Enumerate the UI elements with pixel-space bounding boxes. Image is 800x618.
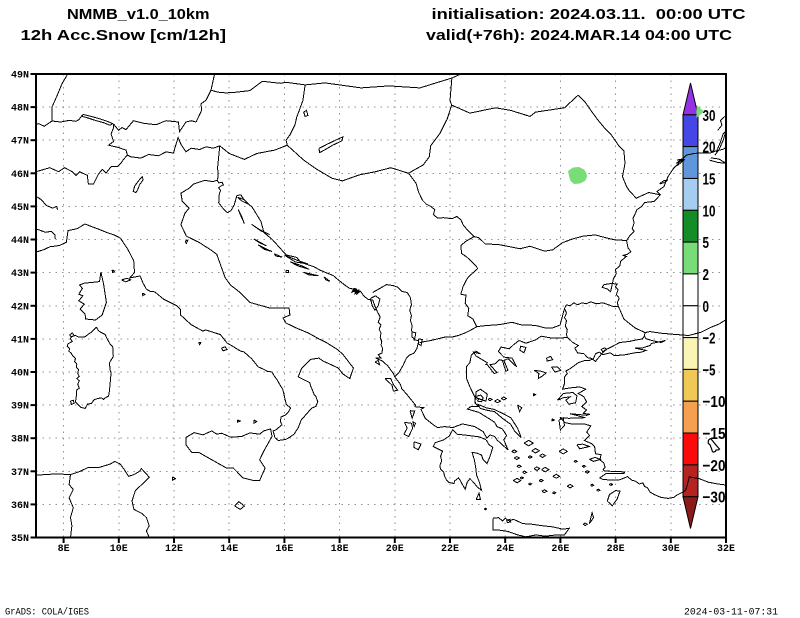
svg-text:43N: 43N: [11, 269, 29, 280]
svg-text:32E: 32E: [717, 544, 735, 555]
svg-text:GrADS: COLA/IGES: GrADS: COLA/IGES: [5, 607, 89, 618]
svg-text:38N: 38N: [11, 435, 29, 446]
svg-text:30: 30: [703, 108, 716, 125]
svg-text:5: 5: [703, 235, 710, 252]
svg-text:2024-03-11-07:31: 2024-03-11-07:31: [684, 608, 778, 618]
svg-text:39N: 39N: [11, 402, 29, 413]
svg-text:49N: 49N: [11, 71, 29, 82]
svg-text:20E: 20E: [386, 544, 404, 555]
svg-text:valid(+76h): 2024.MAR.14 04:00: valid(+76h): 2024.MAR.14 04:00 UTC: [426, 27, 732, 44]
svg-text:45N: 45N: [11, 203, 29, 214]
svg-text:−30: −30: [703, 490, 726, 507]
svg-text:10: 10: [703, 203, 716, 220]
svg-text:46N: 46N: [11, 170, 29, 181]
svg-text:44N: 44N: [11, 236, 29, 247]
svg-text:37N: 37N: [11, 468, 29, 479]
svg-text:8E: 8E: [58, 544, 70, 555]
svg-text:12E: 12E: [165, 544, 183, 555]
svg-text:42N: 42N: [11, 302, 29, 313]
svg-text:15: 15: [703, 172, 716, 189]
svg-text:48N: 48N: [11, 104, 29, 115]
svg-text:41N: 41N: [11, 335, 29, 346]
svg-text:2: 2: [703, 267, 710, 284]
svg-text:40N: 40N: [11, 369, 29, 380]
svg-text:36N: 36N: [11, 501, 29, 512]
svg-text:26E: 26E: [551, 544, 569, 555]
svg-text:12h Acc.Snow [cm/12h]: 12h Acc.Snow [cm/12h]: [21, 27, 227, 44]
svg-text:18E: 18E: [331, 544, 349, 555]
svg-text:−5: −5: [703, 362, 716, 379]
svg-text:−20: −20: [703, 458, 726, 475]
svg-text:14E: 14E: [220, 544, 238, 555]
svg-text:0: 0: [703, 299, 710, 316]
svg-text:22E: 22E: [441, 544, 459, 555]
svg-text:10E: 10E: [110, 544, 128, 555]
svg-text:initialisation: 2024.03.11. 0: initialisation: 2024.03.11. 00:00 UTC: [432, 6, 746, 23]
svg-text:30E: 30E: [662, 544, 680, 555]
svg-text:NMMB_v1.0_10km: NMMB_v1.0_10km: [67, 6, 210, 23]
svg-text:−15: −15: [703, 426, 726, 443]
svg-text:−2: −2: [703, 331, 716, 348]
svg-text:20: 20: [703, 140, 716, 157]
svg-text:47N: 47N: [11, 137, 29, 148]
svg-text:16E: 16E: [275, 544, 293, 555]
svg-text:35N: 35N: [11, 534, 29, 545]
svg-text:28E: 28E: [607, 544, 625, 555]
svg-text:−10: −10: [703, 394, 726, 411]
svg-text:24E: 24E: [496, 544, 514, 555]
